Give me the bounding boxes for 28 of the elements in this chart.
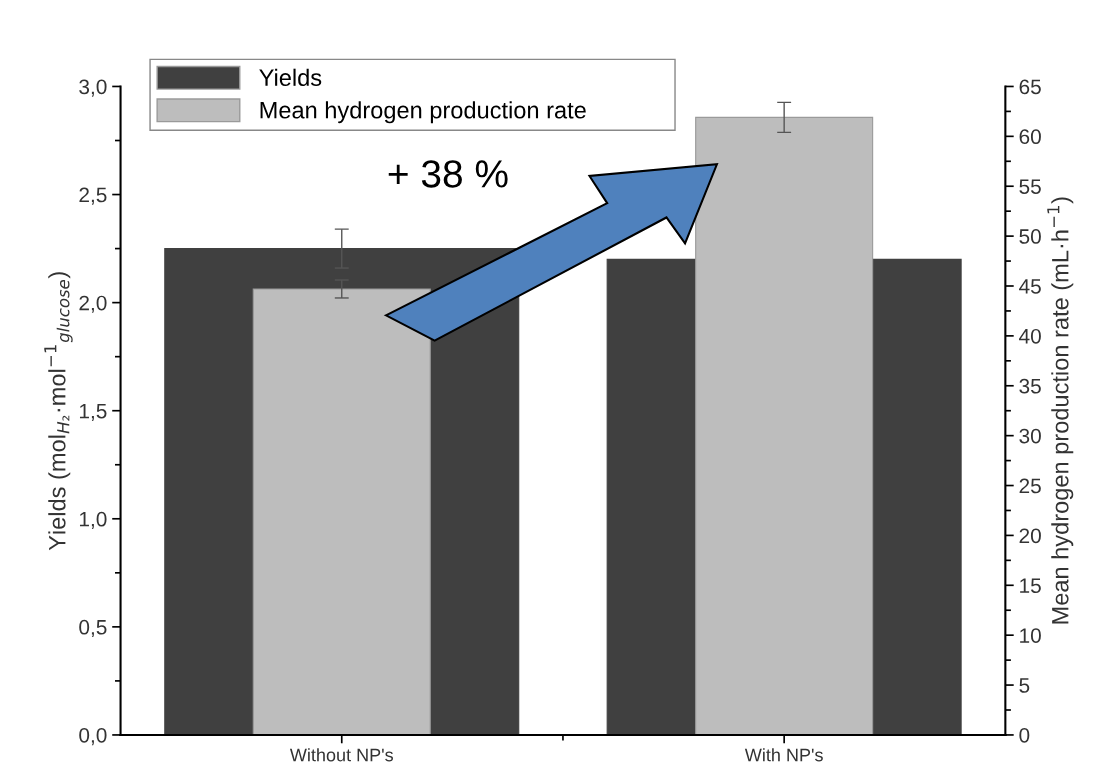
x-tick-label: With NP's xyxy=(744,748,823,762)
y2-tick-label: 55 xyxy=(1019,179,1041,194)
x-tick-label: Without NP's xyxy=(289,748,393,762)
y2-tick-label: 35 xyxy=(1019,378,1041,394)
y-tick-label: 2,0 xyxy=(79,295,107,313)
y-tick-label: 0,0 xyxy=(79,727,107,746)
legend-label: Yields xyxy=(259,68,322,87)
y2-tick-label: 30 xyxy=(1019,428,1041,444)
y2-tick-label: 25 xyxy=(1019,478,1041,494)
y2-tick-label: 5 xyxy=(1019,678,1030,693)
y2-tick-label: 40 xyxy=(1019,328,1041,344)
y-tick-label: 0,5 xyxy=(79,619,107,638)
y2-tick-label: 0 xyxy=(1019,727,1030,743)
y-axis-title: Yields (mol$_{H₂}$·mol$^{−1}$$_{glucose}$) xyxy=(44,272,73,551)
y2-tick-label: 20 xyxy=(1019,528,1041,544)
y2-tick-label: 15 xyxy=(1020,578,1041,594)
y2-tick-label: 65 xyxy=(1019,79,1041,95)
y2-tick-label: 10 xyxy=(1020,628,1041,643)
y2-tick-label: 45 xyxy=(1019,279,1041,294)
y-tick-label: 3,0 xyxy=(79,79,107,97)
y-tick-label: 1,0 xyxy=(79,511,107,529)
y-tick-label: 2,5 xyxy=(79,187,107,205)
y2-tick-label: 50 xyxy=(1019,229,1041,244)
y2-tick-label: 60 xyxy=(1019,129,1041,145)
y-tick-label: 1,5 xyxy=(79,403,107,421)
y2-axis-title: Mean hydrogen production rate (mL·h$^{−1}$) xyxy=(1047,197,1074,624)
annotation: + 38 % xyxy=(388,160,508,188)
legend-label: Mean hydrogen production rate xyxy=(260,101,586,124)
